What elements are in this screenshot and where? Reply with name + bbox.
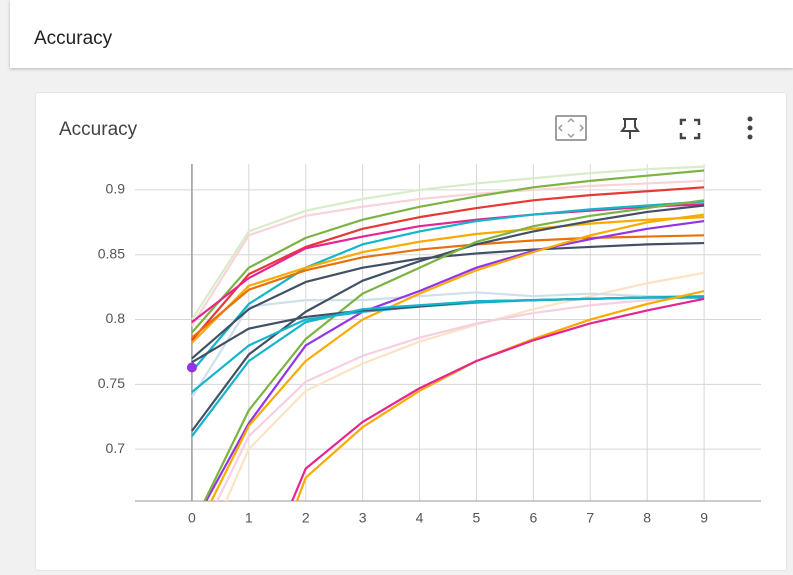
- series-line: [215, 295, 705, 501]
- series-line: [191, 241, 705, 360]
- y-tick-label: 0.75: [98, 375, 125, 391]
- chart-title: Accuracy: [59, 119, 138, 140]
- x-tick-label: 2: [302, 510, 310, 526]
- y-tick-label: 0.9: [106, 181, 126, 197]
- series-line: [204, 219, 705, 501]
- series-line: [191, 186, 705, 341]
- series-line: [191, 295, 705, 393]
- series-line: [224, 271, 705, 501]
- x-tick-label: 4: [416, 510, 424, 526]
- toolbar: [555, 115, 753, 141]
- series-line: [191, 203, 705, 324]
- x-tick-label: 1: [245, 510, 253, 526]
- header-title: Accuracy: [34, 28, 113, 49]
- plot-lines: [190, 165, 705, 501]
- series-line: [190, 165, 705, 321]
- x-tick-label: 0: [188, 510, 196, 526]
- x-tick-label: 3: [359, 510, 367, 526]
- x-tick-label: 6: [529, 510, 537, 526]
- series-line: [191, 169, 705, 334]
- series-line: [210, 213, 705, 501]
- chart-card: Accuracy 0.7 0.75 0.8 0.85 0.9 0 1 2 3 4 5 6 7 8 9: [35, 92, 787, 571]
- menu-button[interactable]: [747, 116, 753, 140]
- y-tick-label: 0.7: [106, 440, 126, 456]
- fit-domain-button[interactable]: [555, 115, 587, 141]
- x-tick-label: 8: [643, 510, 651, 526]
- x-tick-label: 9: [700, 510, 708, 526]
- chart: 0.7 0.75 0.8 0.85 0.9 0 1 2 3 4 5 6 7 8 9: [98, 164, 761, 526]
- pin-button[interactable]: [620, 118, 640, 139]
- series-line: [191, 296, 705, 437]
- series-line: [190, 179, 705, 327]
- header: Accuracy: [10, 0, 793, 68]
- series-line: [203, 199, 705, 501]
- highlight-point: [186, 362, 197, 373]
- x-tick-label: 5: [473, 510, 481, 526]
- x-tick-label: 7: [586, 510, 594, 526]
- y-tick-label: 0.8: [106, 310, 126, 326]
- series-line: [191, 200, 705, 373]
- fullscreen-button[interactable]: [679, 118, 701, 140]
- series-line: [290, 297, 705, 501]
- series-line: [190, 291, 705, 398]
- y-tick-label: 0.85: [98, 245, 125, 261]
- series-line: [191, 234, 705, 339]
- series-line: [191, 216, 705, 344]
